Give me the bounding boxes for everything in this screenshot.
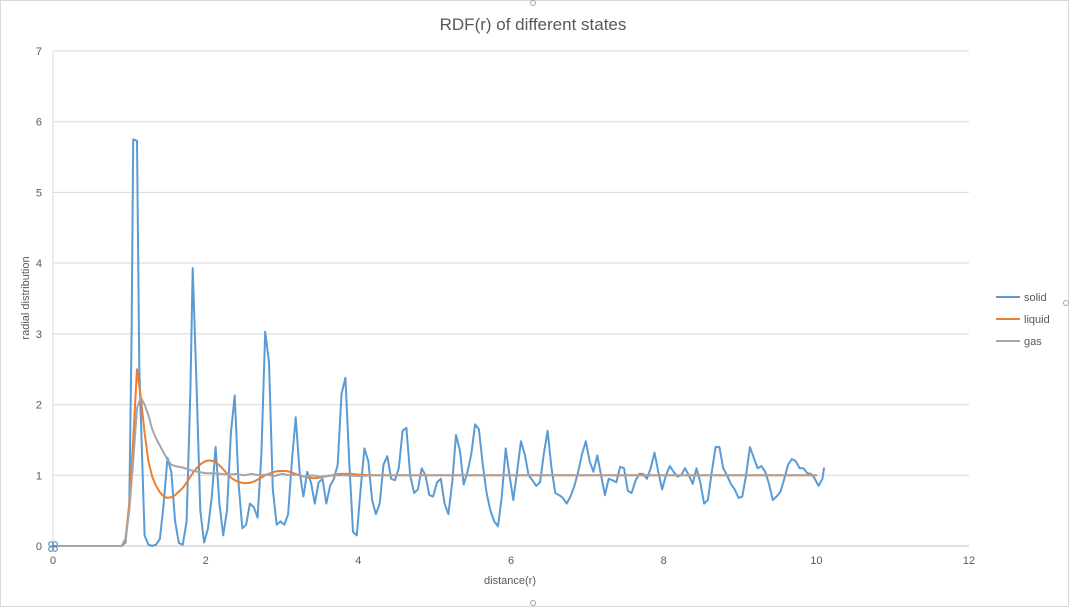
y-tick-label: 3 — [36, 329, 42, 341]
y-tick-label: 5 — [36, 187, 42, 199]
resize-handle-right[interactable] — [1063, 300, 1069, 306]
resize-handle-bottom[interactable] — [530, 600, 536, 606]
series-line-solid[interactable] — [52, 138, 825, 547]
origin-marker — [52, 546, 58, 552]
y-axis-ticks: 0 1 2 3 4 5 6 7 — [36, 46, 42, 553]
series-line-liquid[interactable] — [52, 368, 818, 547]
legend-label-gas: gas — [1024, 336, 1042, 348]
gridlines — [52, 50, 969, 547]
x-axis-title: distance(r) — [484, 575, 536, 587]
legend: solid liquid gas — [996, 292, 1050, 348]
y-tick-label: 4 — [36, 258, 42, 270]
x-tick-label: 12 — [963, 555, 975, 567]
x-tick-label: 0 — [50, 555, 56, 567]
x-tick-label: 4 — [355, 555, 361, 567]
legend-label-liquid: liquid — [1024, 314, 1050, 326]
y-tick-label: 1 — [36, 470, 42, 482]
legend-label-solid: solid — [1024, 292, 1047, 304]
x-axis-ticks: 0 2 4 6 8 10 12 — [50, 555, 975, 567]
resize-handle-top[interactable] — [530, 0, 536, 6]
resize-handles — [530, 0, 1069, 606]
y-tick-label: 0 — [36, 541, 42, 553]
x-tick-label: 10 — [810, 555, 822, 567]
y-tick-label: 2 — [36, 400, 42, 412]
x-tick-label: 6 — [508, 555, 514, 567]
chart-title: RDF(r) of different states — [440, 15, 627, 34]
origin-marker — [48, 546, 54, 552]
x-tick-label: 8 — [661, 555, 667, 567]
series-lines — [48, 138, 825, 552]
y-tick-label: 6 — [36, 117, 42, 129]
series-line-gas[interactable] — [52, 396, 818, 547]
y-axis-title: radial distribution — [20, 256, 32, 339]
y-tick-label: 7 — [36, 46, 42, 58]
x-tick-label: 2 — [203, 555, 209, 567]
